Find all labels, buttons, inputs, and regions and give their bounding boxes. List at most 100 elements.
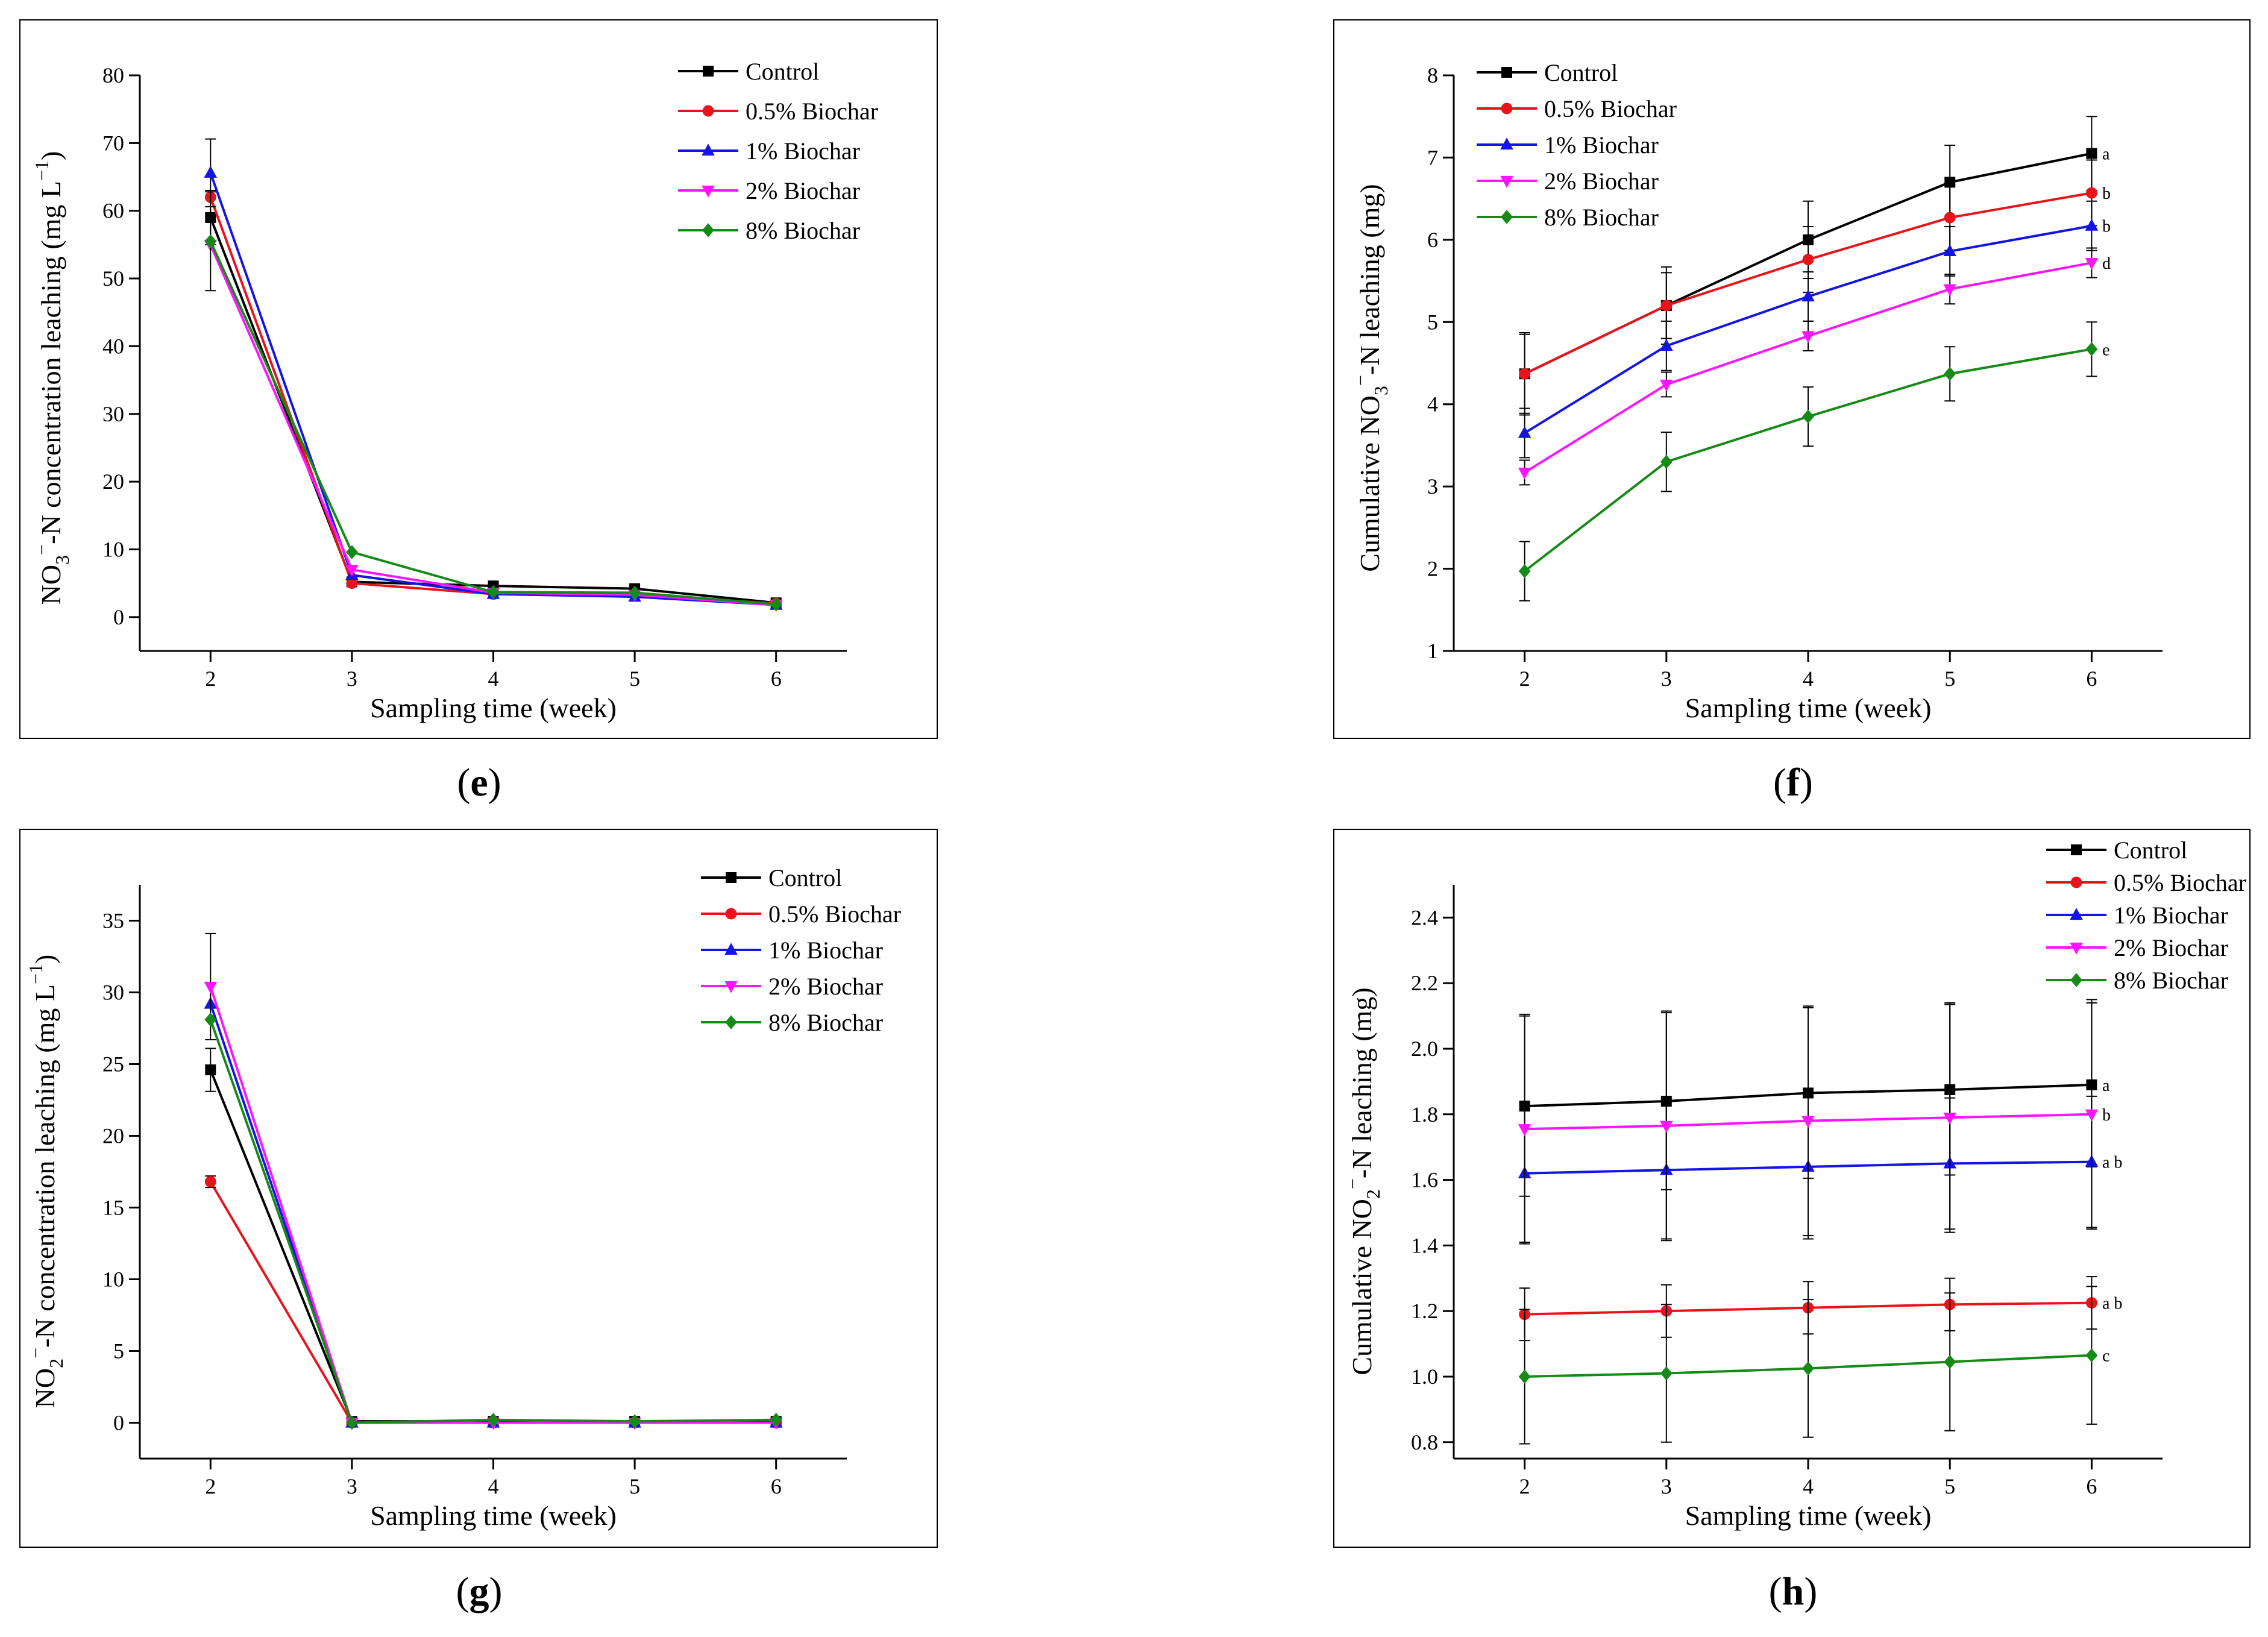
x-axis-label: Sampling time (week) (1685, 693, 1932, 723)
y-label-superscript: − (25, 1348, 46, 1359)
series-line (209, 1019, 776, 1424)
legend-label: 2% Biochar (1544, 168, 1659, 195)
legend: Control 0.5% Biochar 1% Biochar 2% Biochar 8… (1477, 59, 1677, 231)
y-tick-label: 8 (1427, 63, 1438, 87)
legend-label: 8% Biochar (2114, 967, 2228, 994)
panel-caption: (e) (457, 761, 501, 805)
series-line (209, 1181, 776, 1424)
legend-item-1pct-biochar: 1% Biochar (2046, 902, 2228, 929)
y-tick-label: 0.8 (1411, 1430, 1438, 1454)
legend-marker (702, 223, 714, 237)
legend-marker (703, 66, 714, 77)
y-tick-label: 0 (113, 1411, 124, 1435)
data-point (1660, 454, 1673, 469)
legend-item-8pct-biochar: 8% Biochar (2046, 967, 2228, 994)
legend-item-8pct-biochar: 8% Biochar (1477, 204, 1659, 231)
data-point (1944, 1354, 1956, 1369)
y-tick-label: 2.4 (1411, 905, 1438, 929)
legend-label: 8% Biochar (1544, 204, 1659, 231)
x-tick-label: 5 (629, 667, 640, 691)
legend-marker (702, 105, 714, 117)
caption-letter: f (1786, 761, 1800, 805)
data-point (204, 234, 217, 248)
x-tick-label: 3 (1661, 1474, 1672, 1498)
x-tick-label: 5 (629, 1474, 640, 1498)
panel-f: 1 2 3 4 5 6 7 8 2 3 4 5 6 Sampling time (week) Cumulat… (1333, 19, 2251, 805)
x-tick-label: 5 (1944, 1474, 1955, 1498)
data-point (345, 565, 359, 577)
data-point (2085, 1348, 2098, 1363)
legend-label: 1% Biochar (768, 937, 883, 964)
x-tick-label: 4 (488, 667, 499, 691)
y-tick-label: 25 (102, 1052, 124, 1076)
y-label-text: NO (30, 1368, 60, 1408)
series-line (209, 172, 776, 606)
y-tick-label: 15 (102, 1196, 124, 1220)
y-tick-label: 1.6 (1411, 1168, 1438, 1192)
y-label-text: Cumulative NO (1354, 395, 1385, 572)
panel-frame (1333, 829, 2251, 1548)
data-point (2085, 187, 2097, 199)
legend-item-2pct-biochar: 2% Biochar (2046, 934, 2228, 961)
legend-label: Control (768, 864, 842, 891)
data-point (770, 597, 782, 612)
y-tick-label: 35 (102, 909, 124, 933)
y-label-text: ) (30, 955, 60, 964)
x-axis-label: Sampling time (week) (370, 1500, 617, 1531)
series-8pct-biochar (1518, 1286, 2098, 1445)
y-tick-label: 2.2 (1411, 971, 1438, 995)
data-point (1518, 426, 1531, 438)
series-line (209, 196, 776, 605)
data-point (1943, 284, 1956, 297)
series-8pct-biochar (204, 191, 782, 612)
data-point (770, 1413, 782, 1427)
y-axis-label: Cumulative NO3−-N leaching (mg) (1349, 184, 1392, 571)
y-tick-label: 40 (102, 334, 124, 358)
data-point (1660, 300, 1673, 312)
data-point (1518, 467, 1531, 480)
y-tick-label: 1 (1427, 639, 1438, 663)
significance-label: b (2102, 1106, 2111, 1125)
x-tick-label: 4 (1803, 1474, 1814, 1498)
y-tick-label: 70 (102, 131, 124, 155)
data-point (204, 1013, 217, 1027)
y-label-text: -N concentration leaching (mg L (30, 984, 60, 1348)
y-axis-label: NO2−-N concentration leaching (mg L−1) (25, 955, 67, 1409)
series-1pct-biochar (1518, 200, 2099, 459)
y-label-text: NO (36, 565, 66, 605)
y-tick-label: 1.8 (1411, 1102, 1438, 1126)
legend-marker (1501, 67, 1512, 78)
legend-item-0-5pct-biochar: 0.5% Biochar (1477, 95, 1677, 122)
y-tick-label: 20 (102, 1124, 124, 1148)
y-label-subscript: 2 (45, 1359, 67, 1368)
legend: Control 0.5% Biochar 1% Biochar 2% Biochar 8… (2046, 837, 2246, 994)
legend-marker (725, 1015, 737, 1029)
y-tick-label: 2.0 (1411, 1037, 1438, 1061)
series-8pct-biochar (1518, 321, 2098, 602)
data-point (204, 1176, 216, 1188)
y-tick-label: 3 (1427, 474, 1438, 498)
y-tick-label: 10 (102, 537, 124, 561)
caption-paren: ) (1804, 1569, 1817, 1613)
caption-letter: e (470, 761, 488, 805)
significance-label: a b (2102, 1154, 2122, 1172)
y-label-text: Cumulative NO (1346, 1199, 1377, 1375)
data-point (1518, 564, 1531, 579)
legend-item-1pct-biochar: 1% Biochar (678, 137, 860, 165)
legend-marker (1501, 102, 1513, 115)
y-label-text: -N leaching (mg) (1354, 184, 1385, 375)
y-tick-label: 50 (102, 266, 124, 291)
series-2pct-biochar (1518, 247, 2099, 486)
caption-paren: ) (488, 761, 501, 805)
data-point (1802, 331, 1815, 344)
legend-marker (724, 943, 738, 955)
significance-label: c (2102, 1347, 2109, 1366)
series-line (209, 1003, 776, 1424)
y-tick-label: 2 (1427, 557, 1438, 581)
legend-item-1pct-biochar: 1% Biochar (701, 937, 883, 964)
legend-item-2pct-biochar: 2% Biochar (678, 177, 860, 204)
legend-label: 1% Biochar (746, 137, 860, 165)
x-tick-label: 2 (205, 1474, 216, 1498)
legend-label: 0.5% Biochar (2114, 869, 2246, 896)
x-tick-label: 6 (2086, 1474, 2097, 1498)
